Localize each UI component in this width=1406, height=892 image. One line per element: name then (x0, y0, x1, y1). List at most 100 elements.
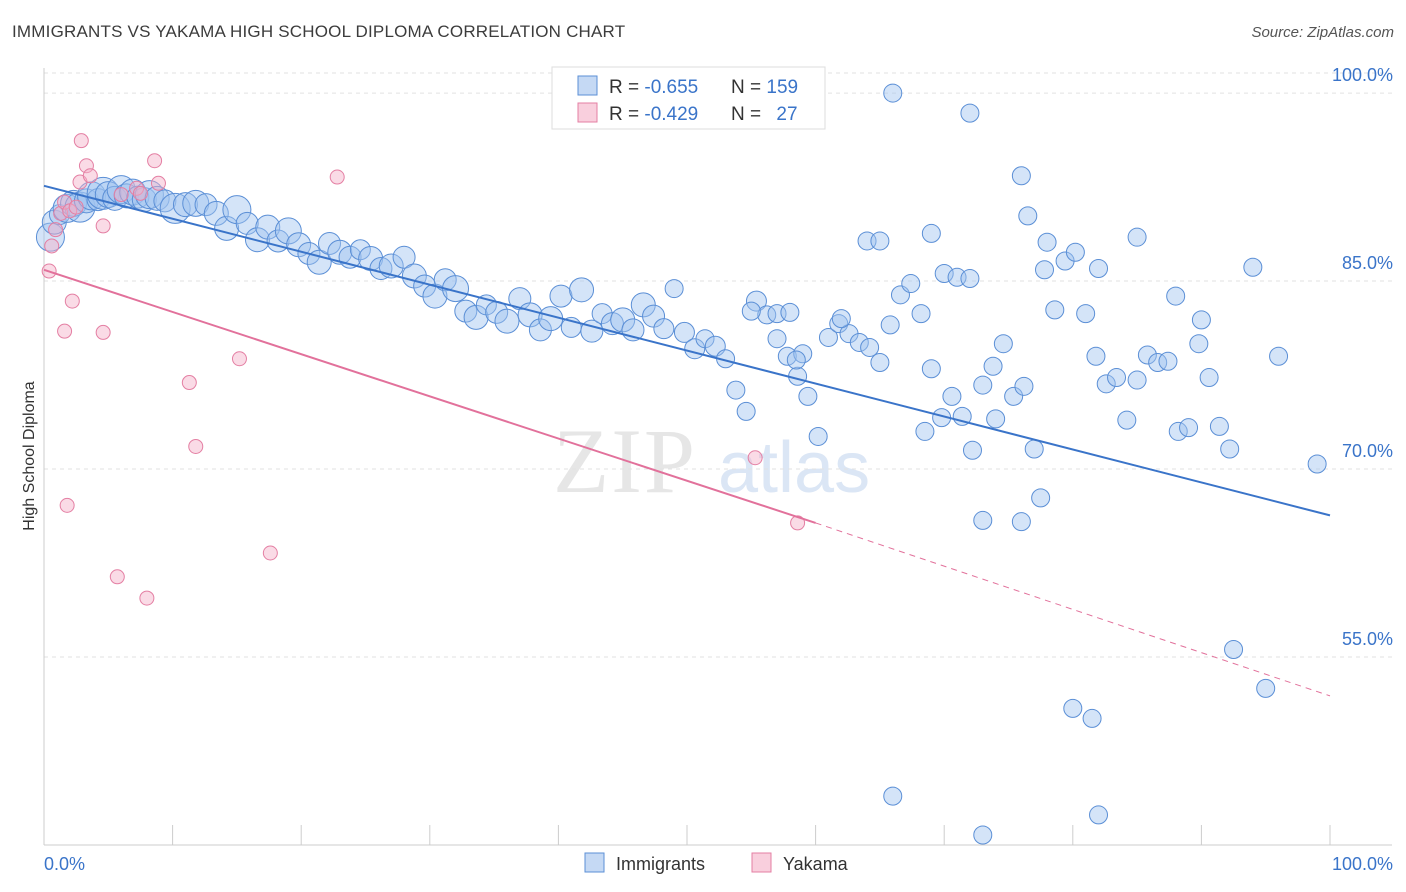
data-point-immigrants (1076, 304, 1096, 324)
data-point-immigrants (1189, 334, 1209, 354)
data-point-immigrants (808, 426, 828, 446)
data-point-yakama (82, 168, 98, 184)
legend-n-label-yakama: N = (731, 104, 766, 125)
data-point-immigrants (1168, 421, 1188, 441)
data-point-yakama (113, 187, 129, 203)
data-point-yakama (44, 238, 60, 254)
data-point-immigrants (798, 386, 818, 406)
data-point-immigrants (911, 304, 931, 324)
data-point-immigrants (883, 83, 903, 103)
data-point-immigrants (1045, 300, 1065, 320)
data-point-immigrants (664, 279, 684, 299)
data-point-immigrants (1191, 310, 1211, 330)
data-point-immigrants (934, 264, 954, 284)
data-point-immigrants (274, 217, 302, 245)
data-point-yakama (231, 351, 247, 367)
data-point-immigrants (306, 249, 332, 275)
data-point-yakama (150, 175, 166, 191)
data-point-immigrants (831, 309, 851, 329)
legend-n-value-yakama: 27 (776, 104, 797, 125)
data-point-immigrants (1011, 512, 1031, 532)
data-point-immigrants (1107, 368, 1127, 388)
y-axis-label: High School Diploma (21, 381, 38, 531)
y-tick-label: 85.0% (1342, 253, 1393, 273)
data-point-immigrants (780, 302, 800, 322)
data-point-immigrants (1224, 639, 1244, 659)
data-point-immigrants (993, 334, 1013, 354)
data-point-immigrants (786, 350, 806, 370)
data-point-immigrants (134, 180, 164, 210)
x-tick-label-max: 100.0% (1332, 854, 1393, 874)
data-point-yakama (262, 545, 278, 561)
data-point-immigrants (349, 239, 371, 261)
legend-series: Immigrants Yakama (584, 852, 849, 874)
data-point-yakama (109, 569, 125, 585)
data-point-yakama (329, 169, 345, 185)
data-point-immigrants (1037, 232, 1057, 252)
data-point-immigrants (901, 274, 921, 294)
data-point-immigrants (1137, 345, 1157, 365)
data-point-yakama (64, 293, 80, 309)
data-point-immigrants (986, 409, 1006, 429)
data-point-yakama (95, 324, 111, 340)
data-point-yakama (139, 590, 155, 606)
data-point-immigrants (1089, 805, 1109, 825)
x-tick-labels: 0.0% 100.0% (44, 854, 1393, 874)
data-point-immigrants (870, 231, 890, 251)
data-point-immigrants (222, 195, 252, 225)
data-point-immigrants (255, 214, 281, 240)
data-point-immigrants (1063, 698, 1083, 718)
data-point-immigrants (818, 327, 838, 347)
data-point-immigrants (1127, 227, 1147, 247)
legend-bottom-swatch-yakama (751, 852, 772, 873)
data-point-immigrants (767, 329, 787, 349)
data-point-immigrants (433, 268, 457, 292)
data-point-immigrants (1117, 410, 1137, 430)
y-tick-labels: 55.0% 70.0% 85.0% 100.0% (1332, 65, 1393, 649)
trend-line-immigrants (43, 184, 1331, 517)
data-point-immigrants (1065, 242, 1085, 262)
data-point-immigrants (921, 359, 941, 379)
data-point-immigrants (829, 314, 849, 334)
trend-line-yakama (43, 268, 816, 524)
legend-bottom-label-yakama: Yakama (783, 854, 849, 874)
data-point-immigrants (610, 307, 636, 333)
data-point-immigrants (1179, 418, 1199, 438)
data-point-immigrants (673, 321, 695, 343)
legend-r-label-yakama: R = (609, 104, 644, 125)
data-point-immigrants (1158, 351, 1178, 371)
data-point-immigrants (194, 193, 218, 217)
data-point-yakama (147, 153, 163, 169)
data-point-immigrants (726, 380, 746, 400)
data-point-immigrants (983, 356, 1003, 376)
svg-text:N = 27: N = 27 (731, 104, 798, 125)
axes (43, 68, 1392, 846)
data-point-immigrants (960, 103, 980, 123)
data-point-immigrants (1127, 370, 1147, 390)
data-point-immigrants (1220, 439, 1240, 459)
data-point-immigrants (392, 245, 416, 269)
data-point-immigrants (378, 253, 404, 279)
data-point-immigrants (973, 510, 993, 530)
data-point-immigrants (1166, 286, 1186, 306)
data-point-immigrants (788, 366, 808, 386)
x-tick-label-min: 0.0% (44, 854, 85, 874)
data-point-yakama (73, 133, 89, 149)
legend-r-value-yakama: -0.429 (644, 104, 698, 125)
legend-stats: R = -0.655 N = 159 R = -0.429 N = 27 (551, 66, 826, 130)
data-point-immigrants (317, 231, 341, 255)
data-point-immigrants (182, 189, 210, 217)
data-point-immigrants (35, 222, 65, 252)
data-point-immigrants (736, 401, 756, 421)
data-point-immigrants (1014, 376, 1034, 396)
data-point-immigrants (494, 308, 520, 334)
trend-lines (43, 184, 1331, 697)
data-point-immigrants (960, 269, 980, 289)
data-point-immigrants (745, 290, 767, 312)
data-point-immigrants (757, 305, 777, 325)
series-yakama-points (41, 133, 806, 606)
data-point-yakama (95, 218, 111, 234)
data-point-yakama (57, 323, 73, 339)
data-point-yakama (188, 438, 204, 454)
legend-n-value-immigrants: 159 (766, 77, 798, 98)
